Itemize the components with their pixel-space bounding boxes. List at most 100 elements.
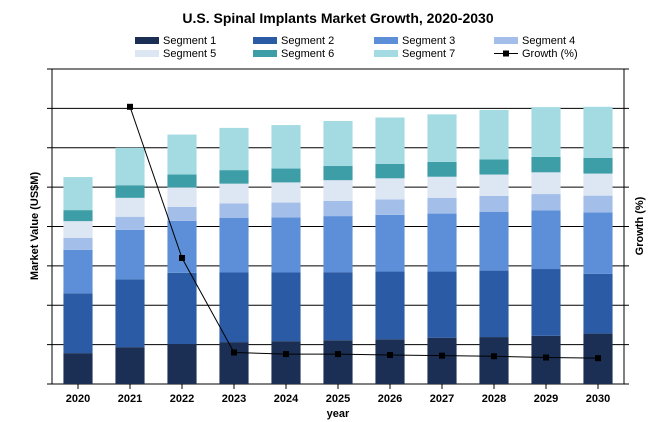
bar-2026-segment-3 xyxy=(375,214,405,272)
legend-label: Segment 3 xyxy=(402,35,455,47)
bar-2025-segment-7 xyxy=(323,120,353,167)
bar-2023-segment-1 xyxy=(219,342,249,384)
bar-2030-segment-6 xyxy=(583,157,613,174)
bar-2025-segment-6 xyxy=(323,166,353,181)
legend-item: Segment 6 xyxy=(253,48,334,60)
legend-item: Segment 3 xyxy=(374,35,455,47)
bar-2029-segment-5 xyxy=(531,172,561,195)
bar-2029-segment-2 xyxy=(531,269,561,336)
bar-2029-segment-7 xyxy=(531,107,561,157)
bar-2027-segment-2 xyxy=(427,271,457,338)
bar-2028-segment-6 xyxy=(479,159,509,175)
x-tick-label: 2020 xyxy=(66,393,90,405)
bar-2027-segment-6 xyxy=(427,161,457,177)
bar-2023-segment-3 xyxy=(219,217,249,273)
bar-2023-segment-6 xyxy=(219,170,249,184)
bar-2020-segment-6 xyxy=(63,210,93,222)
bar-2029-segment-6 xyxy=(531,156,561,173)
bar-2022-segment-2 xyxy=(167,272,197,344)
bar-2027-segment-1 xyxy=(427,337,457,384)
y-axis-ticks xyxy=(47,68,52,385)
bar-2028-segment-5 xyxy=(479,174,509,196)
growth-marker xyxy=(491,353,497,360)
chart-title: U.S. Spinal Implants Market Growth, 2020… xyxy=(182,10,493,26)
x-tick-label: 2021 xyxy=(118,393,142,405)
bar-2020-segment-4 xyxy=(63,237,93,250)
bar-2027-segment-7 xyxy=(427,114,457,162)
bar-2030-segment-4 xyxy=(583,195,613,213)
legend-label: Segment 2 xyxy=(281,35,334,47)
legend-label: Segment 7 xyxy=(402,48,455,60)
bar-2026-segment-7 xyxy=(375,117,405,164)
bar-2030-segment-5 xyxy=(583,173,613,196)
bar-2022-segment-5 xyxy=(167,187,197,207)
bar-2028-segment-2 xyxy=(479,270,509,338)
legend-item: Growth (%) xyxy=(494,48,578,60)
x-tick-label: 2028 xyxy=(482,393,506,405)
legend-item: Segment 4 xyxy=(494,35,575,47)
growth-marker xyxy=(439,352,445,359)
bar-2024-segment-2 xyxy=(271,272,301,342)
legend-item: Segment 5 xyxy=(135,48,216,60)
legend-label: Segment 4 xyxy=(522,35,575,47)
legend-swatch xyxy=(253,50,277,57)
bar-2020-segment-2 xyxy=(63,293,93,354)
bar-2026-segment-6 xyxy=(375,163,405,179)
x-axis-title: year xyxy=(327,408,350,420)
x-tick-label: 2023 xyxy=(222,393,246,405)
growth-marker xyxy=(231,349,237,356)
bar-2023-segment-7 xyxy=(219,127,249,171)
growth-marker xyxy=(179,255,185,261)
bar-2025-segment-5 xyxy=(323,180,353,201)
bar-2025-segment-1 xyxy=(323,340,353,384)
legend-swatch xyxy=(135,37,159,44)
bar-2027-segment-5 xyxy=(427,176,457,198)
bar-2025-segment-3 xyxy=(323,216,353,273)
x-tick-label: 2029 xyxy=(534,393,558,405)
bar-2030-segment-2 xyxy=(583,273,613,334)
bar-2021-segment-7 xyxy=(115,147,145,186)
growth-marker xyxy=(543,354,549,361)
legend-swatch xyxy=(374,37,398,44)
bar-2026-segment-1 xyxy=(375,339,405,384)
x-tick-label: 2026 xyxy=(378,393,402,405)
bar-2022-segment-6 xyxy=(167,174,197,188)
bar-2030-segment-3 xyxy=(583,212,613,274)
y-axis-title: Market Value (US$M) xyxy=(29,172,41,281)
bar-2029-segment-3 xyxy=(531,210,561,270)
legend-marker-swatch xyxy=(503,50,509,57)
bar-2024-segment-4 xyxy=(271,202,301,218)
bar-2020-segment-7 xyxy=(63,177,93,211)
bar-2024-segment-7 xyxy=(271,125,301,169)
x-tick-label: 2027 xyxy=(430,393,454,405)
legend-swatch xyxy=(135,50,159,57)
bar-2025-segment-4 xyxy=(323,200,353,217)
bar-2028-segment-3 xyxy=(479,212,509,271)
legend-item: Segment 7 xyxy=(374,48,455,60)
growth-marker xyxy=(595,355,601,362)
bar-2021-segment-4 xyxy=(115,216,145,230)
legend-swatch xyxy=(374,50,398,57)
x-tick-label: 2022 xyxy=(170,393,194,405)
bar-2024-segment-5 xyxy=(271,182,301,203)
bar-2022-segment-4 xyxy=(167,206,197,221)
bar-2022-segment-7 xyxy=(167,134,197,175)
growth-marker xyxy=(335,351,341,358)
growth-line xyxy=(127,103,601,362)
bar-2023-segment-5 xyxy=(219,183,249,204)
bar-2023-segment-4 xyxy=(219,203,249,218)
bar-2026-segment-4 xyxy=(375,199,405,215)
bar-2021-segment-3 xyxy=(115,229,145,280)
bar-2021-segment-6 xyxy=(115,185,145,198)
legend: Segment 1 Segment 2 Segment 3 Segment 4 Segm… xyxy=(135,35,578,60)
bar-2026-segment-2 xyxy=(375,271,405,340)
bar-2026-segment-5 xyxy=(375,178,405,200)
y2-axis-title: Growth (%) xyxy=(634,196,646,255)
growth-marker xyxy=(283,351,289,358)
legend-item: Segment 1 xyxy=(135,35,216,47)
x-tick-label: 2025 xyxy=(326,393,350,405)
bar-2029-segment-4 xyxy=(531,194,561,211)
bar-2024-segment-1 xyxy=(271,341,301,384)
bar-2022-segment-1 xyxy=(167,343,197,384)
